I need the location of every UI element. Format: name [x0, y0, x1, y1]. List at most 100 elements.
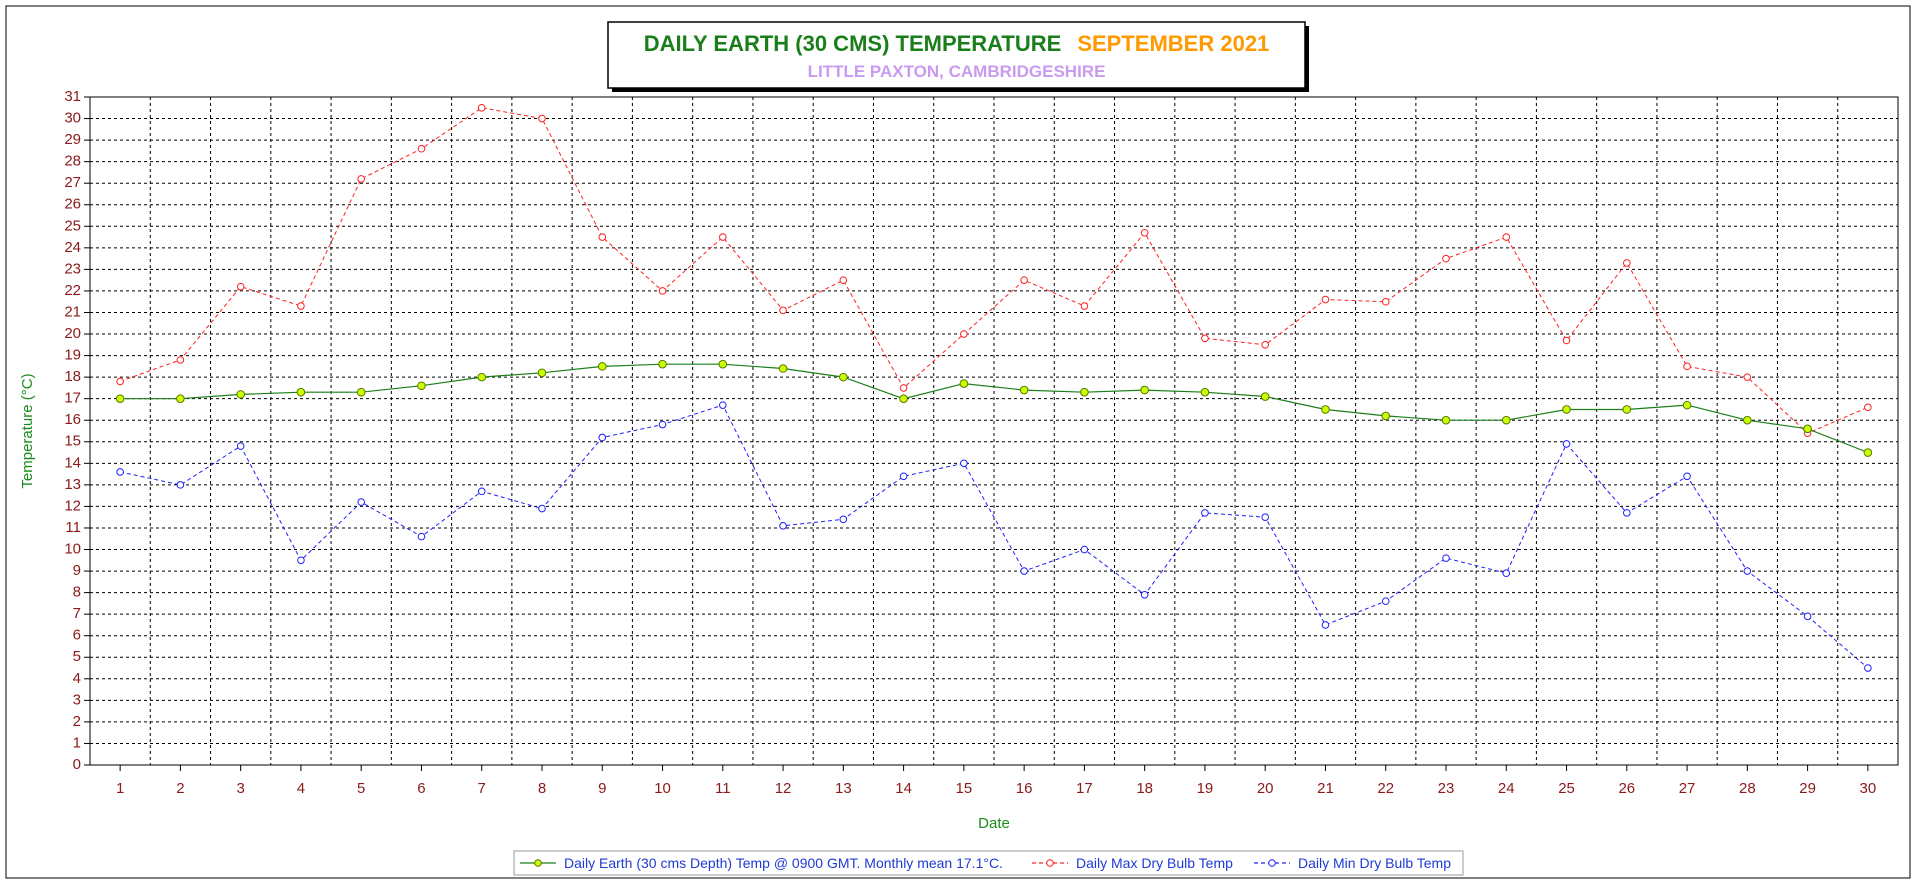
data-point — [1562, 405, 1571, 414]
data-point — [417, 532, 426, 541]
x-tick-label: 27 — [1679, 780, 1696, 797]
data-point — [839, 372, 848, 382]
data-point — [719, 233, 727, 241]
y-tick-label: 31 — [64, 88, 81, 105]
data-point — [598, 433, 607, 442]
series-3 — [116, 401, 1872, 672]
x-tick-label: 12 — [775, 780, 792, 797]
x-tick-label: 11 — [715, 780, 731, 797]
data-point — [1019, 385, 1029, 395]
x-tick-label: 22 — [1377, 780, 1394, 797]
series-1 — [115, 359, 1873, 457]
data-point — [1321, 621, 1330, 629]
plot-area — [89, 96, 1899, 766]
x-tick-label: 7 — [478, 780, 486, 797]
legend-marker — [1046, 859, 1054, 867]
data-point — [658, 287, 667, 295]
y-tick-label: 15 — [64, 433, 81, 450]
series-group — [115, 103, 1873, 672]
x-tick-label: 20 — [1257, 780, 1274, 797]
y-tick-label: 19 — [64, 347, 81, 364]
data-point — [1140, 228, 1149, 237]
data-point — [1381, 297, 1390, 306]
y-tick-label: 20 — [64, 325, 81, 342]
y-tick-label: 12 — [64, 497, 81, 514]
y-axis-label: Temperature (°C) — [19, 373, 36, 488]
data-point — [297, 556, 305, 565]
y-tick-label: 0 — [73, 756, 81, 773]
y-tick-label: 26 — [64, 196, 81, 213]
data-point — [477, 487, 486, 496]
data-point — [1200, 387, 1210, 397]
data-point — [477, 103, 486, 112]
data-point — [538, 504, 546, 513]
data-point — [1201, 509, 1209, 517]
y-tick-label: 11 — [65, 519, 81, 536]
y-tick-label: 3 — [73, 691, 81, 708]
chart-subtitle: LITTLE PAXTON, CAMBRIDGESHIRE — [808, 62, 1106, 81]
data-point — [597, 362, 607, 371]
data-point — [960, 459, 968, 468]
x-tick-label: 29 — [1799, 780, 1816, 797]
data-point — [1201, 334, 1209, 343]
x-tick-label: 4 — [297, 780, 305, 797]
y-tick-label: 24 — [64, 239, 81, 256]
data-point — [357, 175, 366, 183]
data-point — [1080, 545, 1089, 554]
data-point — [839, 276, 848, 284]
y-tick-label: 9 — [73, 562, 81, 579]
data-point — [538, 114, 546, 123]
y-tick-label: 7 — [73, 605, 81, 622]
data-point — [899, 384, 908, 392]
data-point — [417, 381, 426, 391]
legend-label: Daily Earth (30 cms Depth) Temp @ 0900 G… — [564, 855, 1003, 871]
x-tick-label: 17 — [1076, 780, 1093, 797]
data-point — [296, 387, 306, 397]
x-tick-label: 1 — [116, 780, 124, 797]
data-point — [537, 368, 547, 378]
data-point — [176, 394, 185, 403]
data-point — [236, 282, 245, 291]
x-tick-label: 3 — [236, 780, 244, 797]
x-tick-label: 25 — [1558, 780, 1575, 797]
data-point — [1020, 276, 1028, 284]
legend: Daily Earth (30 cms Depth) Temp @ 0900 G… — [520, 855, 1451, 871]
data-point — [1261, 341, 1269, 349]
series-2 — [116, 103, 1872, 437]
data-point — [1442, 554, 1450, 562]
x-tick-label: 18 — [1136, 780, 1153, 797]
data-point — [1864, 664, 1872, 672]
data-point — [1864, 403, 1872, 412]
x-tick-label: 19 — [1197, 780, 1214, 797]
data-point — [1622, 405, 1632, 414]
data-point — [1683, 472, 1691, 481]
data-point — [115, 394, 125, 403]
data-point — [779, 306, 787, 315]
y-tick-label: 14 — [64, 454, 81, 471]
x-tick-label: 24 — [1498, 780, 1515, 797]
data-point — [1743, 373, 1752, 381]
title-month: SEPTEMBER 2021 — [1077, 31, 1269, 56]
x-tick-label: 28 — [1739, 780, 1756, 797]
title-main: DAILY EARTH (30 CMS) TEMPERATURE — [644, 31, 1062, 56]
data-point — [1080, 387, 1089, 397]
data-point — [1080, 302, 1089, 310]
data-point — [236, 442, 245, 450]
data-point — [477, 372, 487, 382]
data-point — [1321, 295, 1330, 304]
data-point — [1623, 259, 1631, 267]
x-tick-label: 23 — [1438, 780, 1455, 797]
data-point — [1020, 567, 1028, 575]
y-tick-label: 8 — [73, 584, 81, 601]
y-tick-label: 22 — [64, 282, 81, 299]
data-point — [1743, 567, 1752, 575]
data-point — [1562, 440, 1571, 448]
y-tick-label: 21 — [64, 303, 81, 320]
y-tick-label: 29 — [64, 131, 81, 148]
data-point — [116, 377, 124, 386]
legend-box — [513, 850, 1464, 876]
data-point — [719, 401, 727, 409]
y-tick-label: 4 — [73, 670, 81, 687]
data-point — [1863, 448, 1873, 457]
y-tick-label: 30 — [64, 110, 81, 127]
